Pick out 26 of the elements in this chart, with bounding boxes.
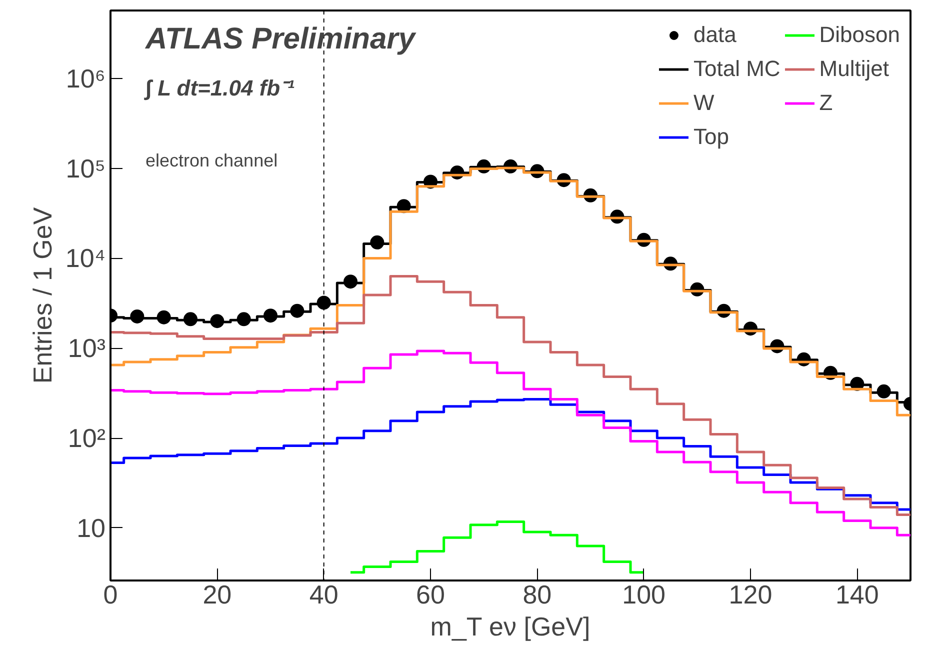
- x-tick-label: 140: [835, 580, 879, 610]
- legend-label: Total MC: [693, 55, 780, 83]
- legend-label: Multijet: [819, 55, 889, 83]
- legend-label: Top: [693, 123, 729, 151]
- x-tick-label: 20: [202, 580, 232, 610]
- y-tick-label: 10⁴: [65, 243, 106, 274]
- x-axis-title: m_T eν [GeV]: [430, 612, 590, 642]
- y-tick-label: 10⁵: [66, 153, 106, 184]
- y-tick-label: 10²: [68, 423, 106, 454]
- x-tick-label: 60: [416, 580, 445, 610]
- y-tick-label: 10⁶: [66, 63, 106, 94]
- annotation: ∫ L dt=1.04 fb⁻¹: [144, 76, 296, 100]
- x-tick-label: 80: [522, 580, 552, 610]
- y-axis-title: Entries / 1 GeV: [27, 206, 58, 384]
- chart-title: ATLAS Preliminary: [144, 22, 416, 56]
- legend-label: W: [693, 89, 714, 117]
- x-tick-label: 0: [103, 580, 118, 610]
- annotation: electron channel: [146, 150, 278, 170]
- x-tick-label: 40: [309, 580, 338, 610]
- legend-label: Diboson: [819, 21, 900, 49]
- x-tick-label: 120: [728, 580, 772, 610]
- y-tick-label: 10: [76, 512, 106, 543]
- y-tick-label: 10³: [68, 333, 106, 364]
- legend-label: data: [693, 21, 736, 49]
- x-tick-label: 100: [622, 580, 666, 610]
- legend-label: Z: [819, 89, 834, 117]
